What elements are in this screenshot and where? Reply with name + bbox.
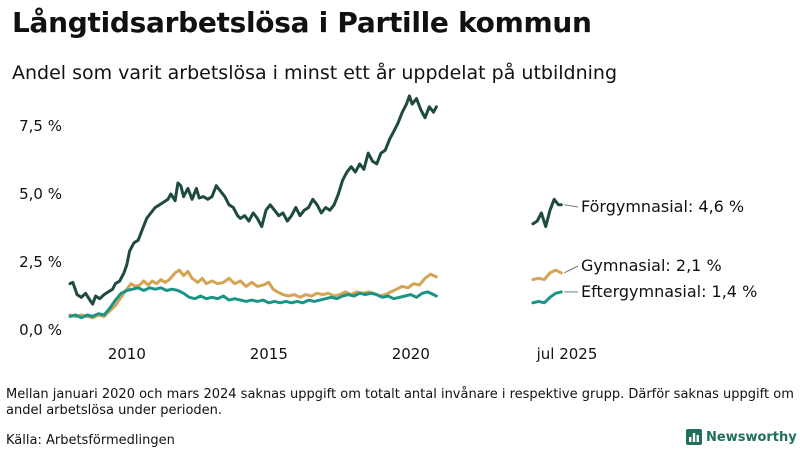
footnote: Mellan januari 2020 och mars 2024 saknas… xyxy=(6,387,794,418)
label-connector xyxy=(564,265,579,274)
series-line-gymnasial xyxy=(68,268,438,320)
x-tick-label: 2015 xyxy=(250,345,288,363)
series-label-gymnasial: Gymnasial: 2,1 % xyxy=(581,256,722,275)
series-label-eftergymnasial: Eftergymnasial: 1,4 % xyxy=(581,282,757,301)
label-connector xyxy=(564,204,579,208)
bar-chart-icon xyxy=(686,429,702,445)
y-tick-label: 0,0 % xyxy=(19,321,62,339)
y-tick-label: 7,5 % xyxy=(19,117,62,135)
brand-name: Newsworthy xyxy=(706,429,797,445)
series-line-eftergymnasial-recent xyxy=(531,290,563,305)
series-line-förgymnasial-recent xyxy=(531,197,563,229)
x-tick-label: 2020 xyxy=(392,345,430,363)
series-lines xyxy=(68,94,563,320)
chart-subtitle: Andel som varit arbetslösa i minst ett å… xyxy=(12,62,618,84)
line-chart: 0,0 % 2,5 % 5,0 % 7,5 % 2010 2015 2020 jul 202… xyxy=(19,94,757,363)
series-line-förgymnasial xyxy=(68,94,438,306)
x-tick-label: 2010 xyxy=(108,345,146,363)
x-axis: 2010 2015 2020 jul 2025 xyxy=(108,345,598,363)
chart-title: Långtidsarbetslösa i Partille kommun xyxy=(12,6,592,39)
series-line-eftergymnasial xyxy=(68,286,438,320)
y-tick-label: 2,5 % xyxy=(19,253,62,271)
x-tick-label: jul 2025 xyxy=(536,345,598,363)
series-labels: Förgymnasial: 4,6 % Gymnasial: 2,1 % Efter… xyxy=(564,197,757,301)
series-label-förgymnasial: Förgymnasial: 4,6 % xyxy=(581,197,744,216)
y-axis: 0,0 % 2,5 % 5,0 % 7,5 % xyxy=(19,117,62,339)
series-line-gymnasial-recent xyxy=(531,268,563,282)
newsworthy-logo[interactable]: Newsworthy xyxy=(686,429,797,445)
y-tick-label: 5,0 % xyxy=(19,185,62,203)
source-text: Källa: Arbetsförmedlingen xyxy=(6,433,175,448)
